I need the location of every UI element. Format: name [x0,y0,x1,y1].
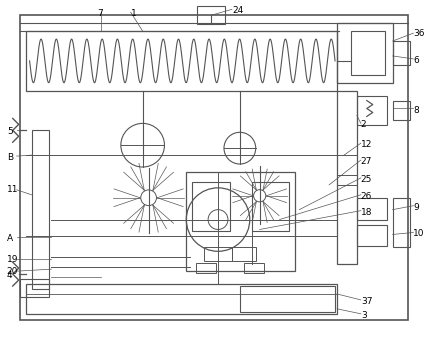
Text: 12: 12 [361,140,372,149]
Text: 6: 6 [413,56,419,65]
Bar [192,182,230,232]
Bar [26,31,337,91]
Bar [240,286,335,312]
Bar [357,224,387,246]
Bar [19,279,50,297]
Text: 8: 8 [413,105,419,115]
Bar [357,96,387,125]
Bar [337,23,392,83]
Bar [337,91,357,264]
Bar [197,6,225,24]
Text: 25: 25 [361,175,372,184]
Bar [232,247,256,261]
Bar [392,198,410,247]
Text: 27: 27 [361,157,372,166]
Text: 7: 7 [97,9,103,18]
Text: 5: 5 [7,127,12,136]
Text: B: B [7,153,13,162]
Text: A: A [7,235,13,243]
Bar [244,263,264,273]
Text: 18: 18 [361,208,373,217]
Text: 26: 26 [361,192,372,201]
Text: 37: 37 [361,297,373,306]
Bar [392,41,410,65]
Bar [252,182,289,232]
Text: 11: 11 [7,185,18,194]
Bar [31,130,50,289]
Bar [19,15,408,320]
Bar [187,172,295,271]
Text: 4: 4 [7,271,12,280]
Bar [351,31,385,75]
Text: 10: 10 [413,229,425,239]
Bar [196,263,216,273]
Text: 19: 19 [7,255,18,264]
Bar [26,284,337,314]
Text: 36: 36 [413,29,425,38]
Text: 9: 9 [413,203,419,212]
Text: 1: 1 [131,9,136,18]
Text: 24: 24 [232,6,243,16]
Text: 20: 20 [7,267,18,276]
Text: 2: 2 [361,120,366,129]
Text: 3: 3 [361,311,367,320]
Bar [204,247,232,261]
Bar [392,100,410,120]
Bar [337,155,357,185]
Bar [357,198,387,220]
